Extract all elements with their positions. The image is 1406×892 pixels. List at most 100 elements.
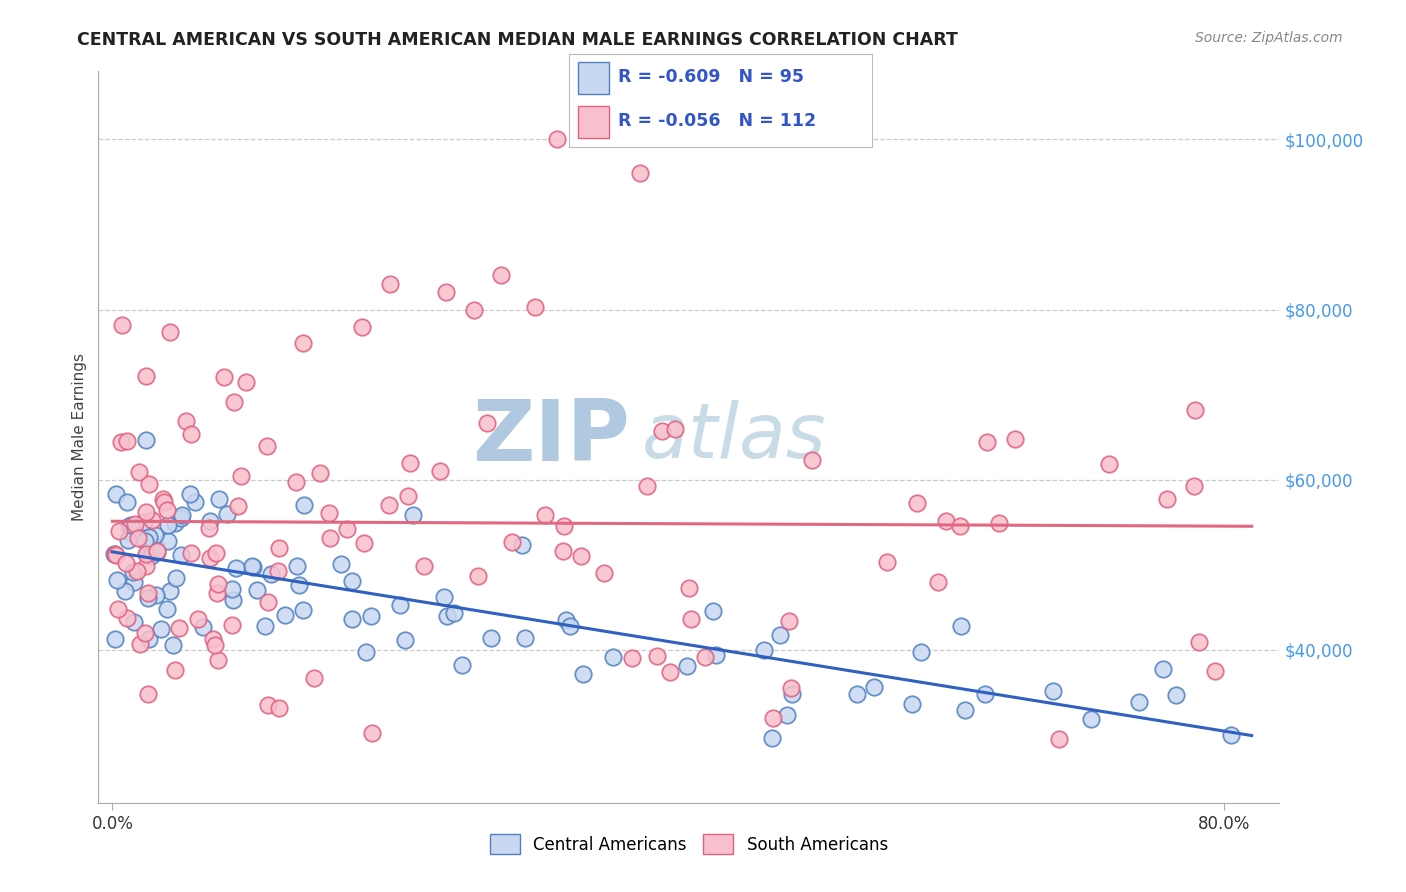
Text: R = -0.056   N = 112: R = -0.056 N = 112 <box>617 112 815 130</box>
Point <box>651 424 673 438</box>
Point <box>513 631 536 645</box>
Point <box>360 609 382 624</box>
Point <box>155 602 177 616</box>
Point <box>394 632 416 647</box>
Point <box>1166 688 1188 702</box>
Point <box>433 590 456 604</box>
Legend: Central Americans, South Americans: Central Americans, South Americans <box>484 828 894 860</box>
Point <box>1128 695 1150 709</box>
Point <box>676 658 699 673</box>
Point <box>152 491 174 506</box>
Text: R = -0.609   N = 95: R = -0.609 N = 95 <box>617 68 804 86</box>
Point <box>136 547 159 561</box>
Point <box>267 564 290 578</box>
Point <box>114 583 136 598</box>
Point <box>571 666 593 681</box>
Point <box>187 612 209 626</box>
Point <box>228 499 250 513</box>
Y-axis label: Median Male Earnings: Median Male Earnings <box>72 353 87 521</box>
Point <box>534 508 557 522</box>
Point <box>910 645 932 659</box>
Point <box>434 285 457 300</box>
Point <box>288 578 311 592</box>
Point <box>678 581 700 595</box>
Point <box>1152 662 1174 676</box>
Point <box>546 132 568 146</box>
Point <box>413 558 436 573</box>
Point <box>257 698 280 712</box>
Point <box>388 598 411 612</box>
Point <box>117 611 139 625</box>
Point <box>149 623 172 637</box>
Point <box>1004 433 1026 447</box>
Point <box>103 632 125 646</box>
Point <box>659 665 682 679</box>
Point <box>800 453 823 467</box>
Point <box>145 588 167 602</box>
Point <box>110 434 132 449</box>
Point <box>949 619 972 633</box>
Point <box>115 495 138 509</box>
Point <box>162 638 184 652</box>
Point <box>267 541 290 556</box>
Point <box>319 531 342 545</box>
Point <box>1184 479 1206 493</box>
Point <box>156 502 179 516</box>
Point <box>302 671 325 685</box>
Point <box>401 508 423 522</box>
Point <box>207 652 229 666</box>
Point <box>124 574 146 589</box>
Point <box>145 527 167 541</box>
Text: Source: ZipAtlas.com: Source: ZipAtlas.com <box>1195 31 1343 45</box>
Point <box>361 726 384 740</box>
Point <box>198 521 221 535</box>
Point <box>153 494 176 508</box>
Point <box>336 522 359 536</box>
Point <box>260 567 283 582</box>
Point <box>551 544 574 558</box>
Point <box>121 565 143 579</box>
Point <box>380 277 402 291</box>
Point <box>436 608 458 623</box>
Point <box>309 467 332 481</box>
Point <box>1204 665 1226 679</box>
Bar <box>578 62 609 94</box>
Point <box>463 302 485 317</box>
Point <box>134 625 156 640</box>
Point <box>761 711 783 725</box>
Point <box>240 559 263 574</box>
Point <box>156 517 179 532</box>
Point <box>141 549 163 563</box>
Point <box>180 546 202 560</box>
Point <box>138 477 160 491</box>
Point <box>115 556 138 570</box>
Point <box>1188 635 1211 649</box>
Point <box>136 687 159 701</box>
Point <box>974 687 997 701</box>
Point <box>602 649 624 664</box>
Point <box>145 540 167 554</box>
Point <box>129 637 152 651</box>
Point <box>778 614 800 628</box>
Point <box>207 586 229 600</box>
Point <box>695 650 717 665</box>
Point <box>1042 684 1064 698</box>
Point <box>193 620 215 634</box>
Point <box>479 632 502 646</box>
Point <box>949 518 972 533</box>
Point <box>105 573 128 587</box>
Point <box>443 607 465 621</box>
Point <box>124 517 146 532</box>
Point <box>1184 402 1206 417</box>
Point <box>163 516 186 530</box>
Point <box>180 426 202 441</box>
Point <box>165 571 187 585</box>
Point <box>224 395 246 409</box>
Point <box>354 645 377 659</box>
Point <box>204 638 226 652</box>
Point <box>225 561 247 575</box>
Point <box>292 499 315 513</box>
Point <box>291 335 314 350</box>
Point <box>780 687 803 701</box>
Point <box>769 628 792 642</box>
